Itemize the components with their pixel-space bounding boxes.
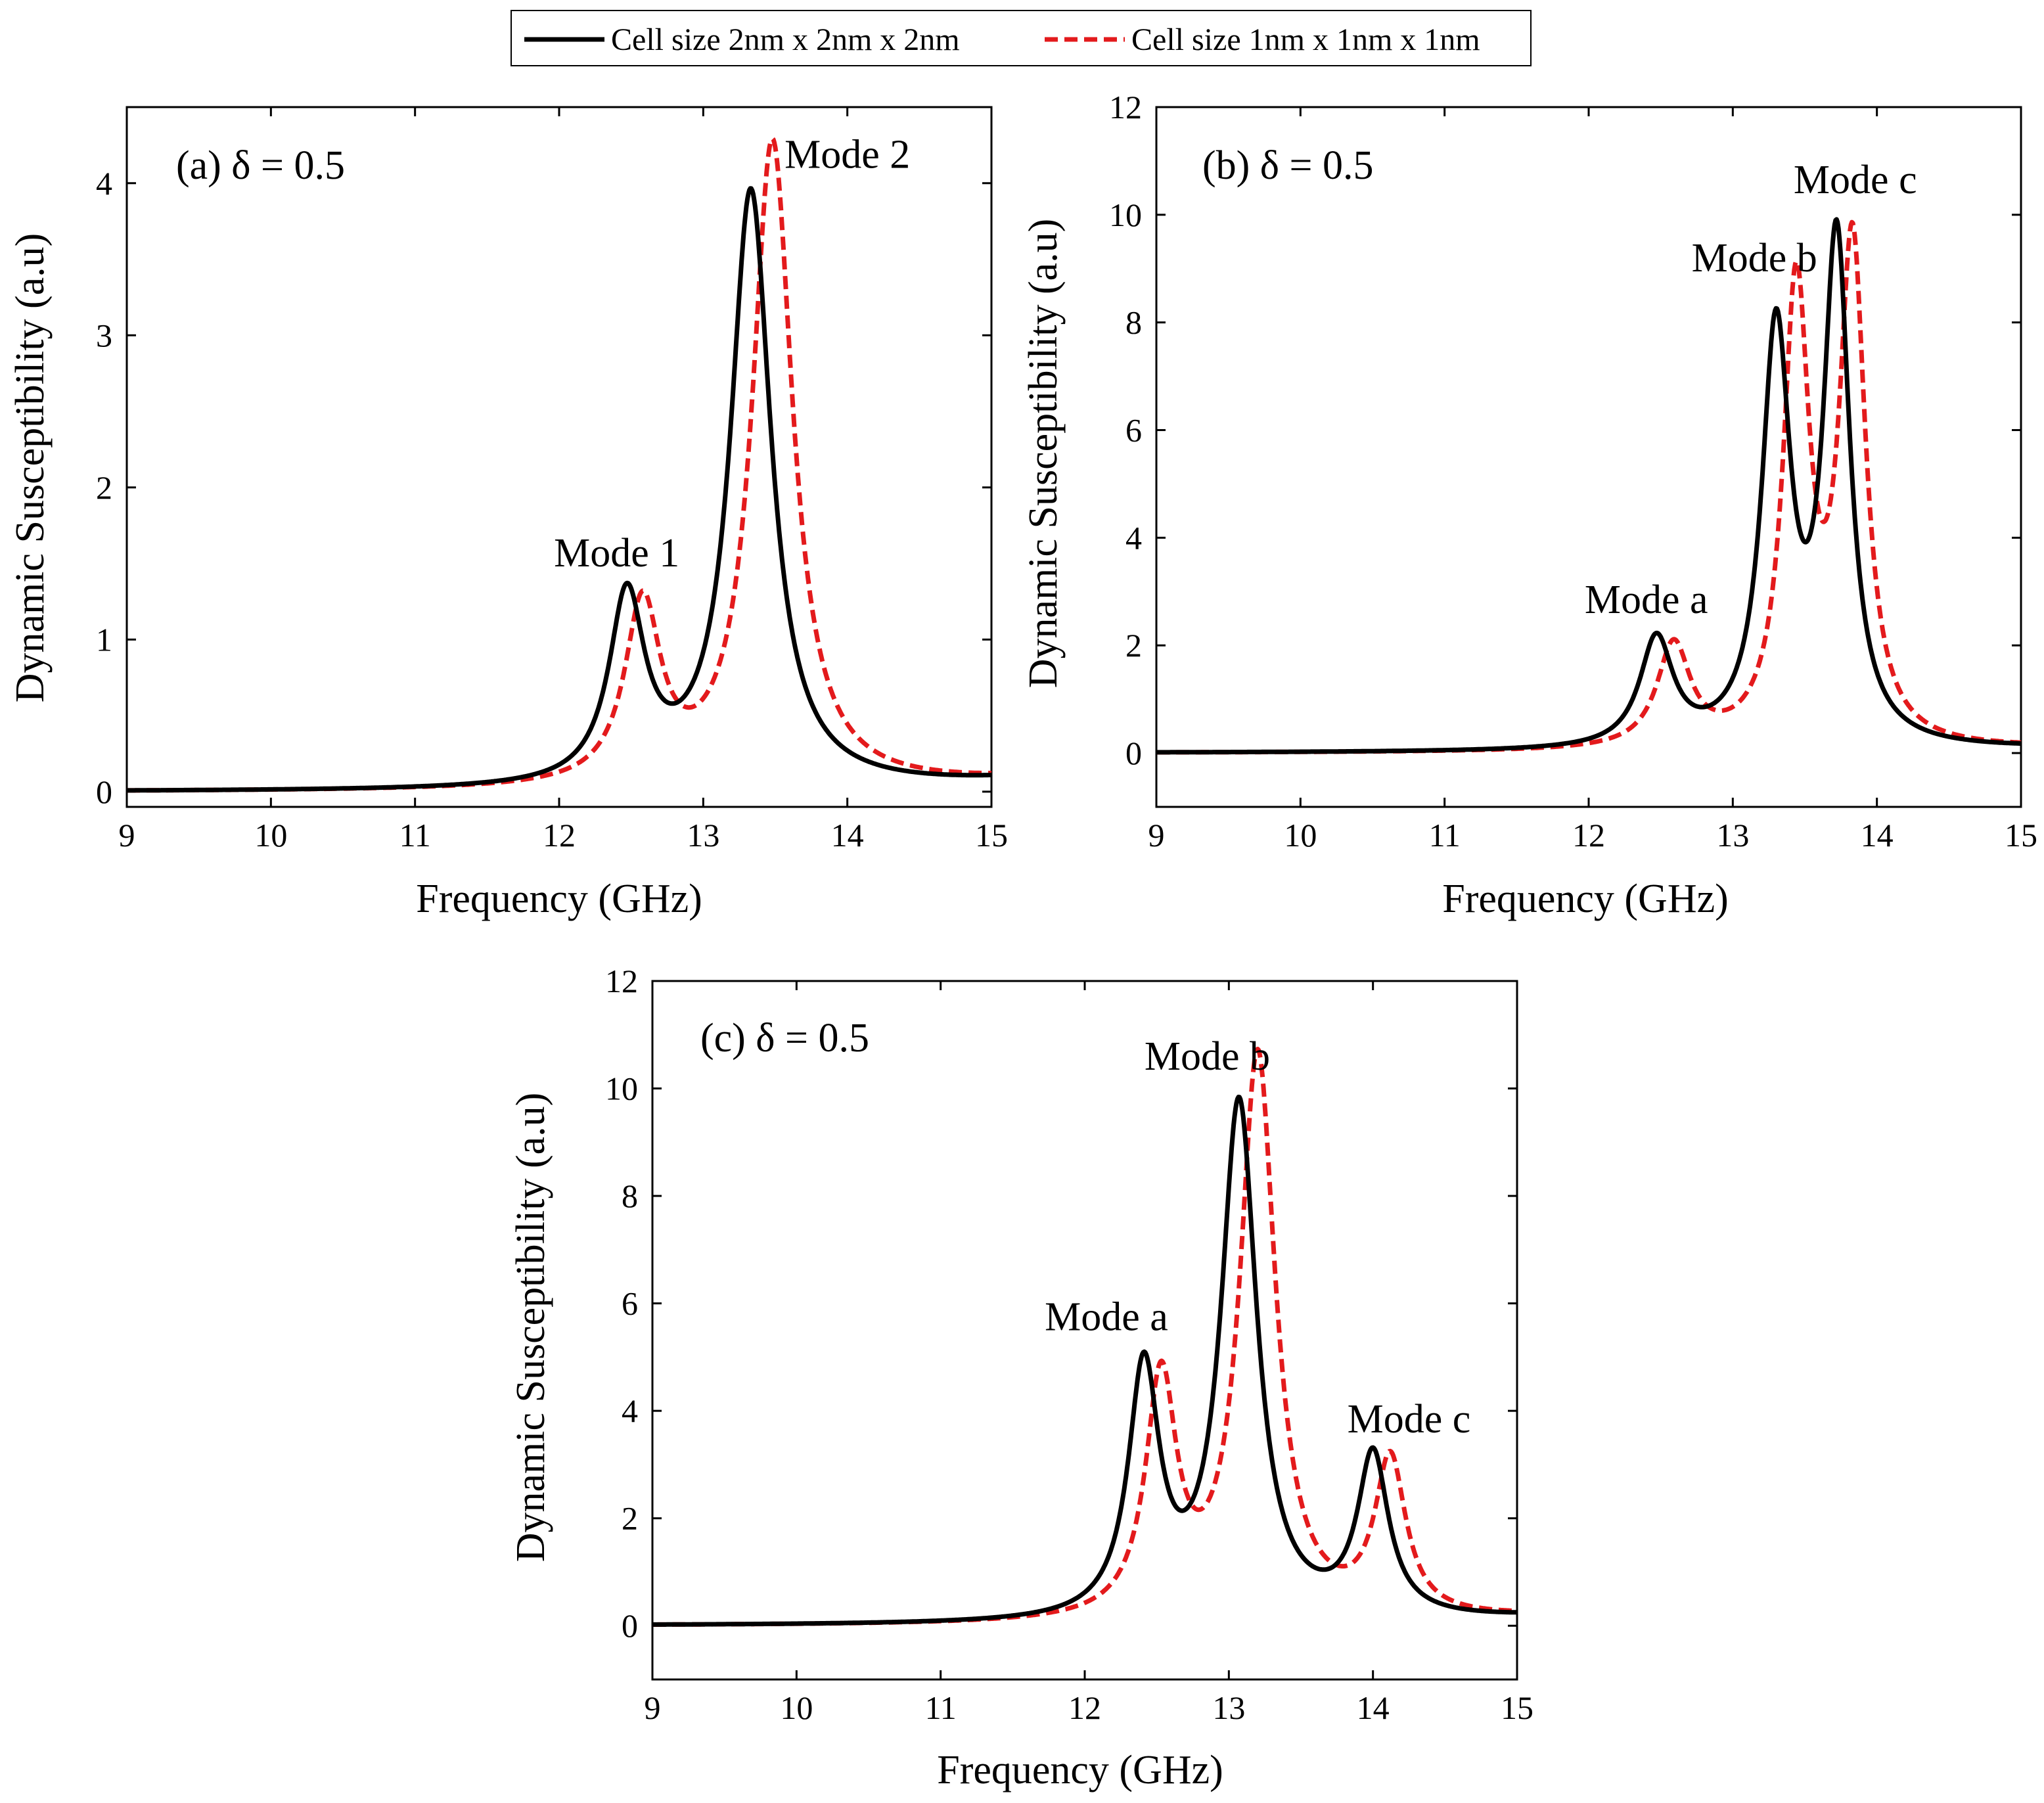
panel-c: Dynamic Susceptibility (a.u) Frequency (… [509, 963, 1533, 1792]
series-line-1nm [125, 136, 993, 793]
x-tick-label: 14 [1357, 1689, 1390, 1726]
annotation-mode-c: Mode c [1348, 1397, 1471, 1442]
panel-c-plot-area [651, 980, 1518, 1681]
y-tick-label: 0 [96, 773, 112, 810]
x-tick-label: 15 [1501, 1689, 1533, 1726]
y-tick-label: 6 [1125, 412, 1142, 449]
panel-b: Dynamic Susceptibility (a.u) Frequency (… [1021, 89, 2037, 921]
y-tick-label: 1 [96, 621, 112, 658]
y-tick-label: 12 [605, 963, 638, 999]
series-line-1nm [1155, 219, 2022, 755]
legend: Cell size 2nm x 2nm x 2nm Cell size 1nm … [511, 10, 1532, 66]
y-tick-label: 8 [1125, 304, 1142, 341]
series-line-2nm [125, 186, 993, 793]
panel-a-plot-area [125, 106, 993, 808]
y-tick-label: 0 [1125, 735, 1142, 771]
panel-b-ylabel: Dynamic Susceptibility (a.u) [1021, 219, 1066, 689]
panel-a-ylabel: Dynamic Susceptibility (a.u) [8, 233, 53, 703]
panel-a-title: (a) δ = 0.5 [176, 143, 345, 188]
x-tick-label: 10 [254, 817, 287, 854]
x-tick-label: 10 [1284, 817, 1317, 854]
annotation-mode-b: Mode b [1145, 1034, 1270, 1079]
y-tick-label: 8 [622, 1177, 638, 1214]
panel-a-xlabel: Frequency (GHz) [416, 877, 702, 921]
y-tick-label: 2 [96, 469, 112, 506]
panel-a-frame [125, 106, 993, 808]
annotation-mode-a: Mode a [1045, 1295, 1168, 1340]
panel-c-ylabel: Dynamic Susceptibility (a.u) [509, 1093, 553, 1563]
x-tick-label: 13 [1212, 1689, 1245, 1726]
legend-box [511, 10, 1532, 66]
panel-c-title: (c) δ = 0.5 [700, 1016, 869, 1061]
y-tick-label: 6 [622, 1285, 638, 1322]
legend-label-solid: Cell size 2nm x 2nm x 2nm [611, 22, 960, 57]
panel-b-xlabel: Frequency (GHz) [1442, 877, 1729, 921]
panel-a: Dynamic Susceptibility (a.u) Frequency (… [8, 106, 1008, 921]
x-tick-label: 9 [1148, 817, 1165, 854]
x-tick-label: 9 [645, 1689, 661, 1726]
x-tick-label: 10 [780, 1689, 813, 1726]
x-tick-label: 11 [399, 817, 431, 854]
x-tick-label: 12 [1572, 817, 1605, 854]
annotation-mode-b: Mode b [1692, 236, 1817, 281]
panel-c-xlabel: Frequency (GHz) [937, 1748, 1223, 1792]
x-tick-label: 11 [1429, 817, 1461, 854]
x-tick-label: 12 [1068, 1689, 1101, 1726]
y-tick-label: 3 [96, 317, 112, 354]
y-tick-label: 10 [1109, 196, 1142, 233]
annotation-mode-1: Mode 1 [554, 531, 679, 576]
y-tick-label: 0 [622, 1607, 638, 1644]
x-tick-label: 12 [543, 817, 576, 854]
x-tick-label: 13 [687, 817, 719, 854]
x-tick-label: 15 [2005, 817, 2037, 854]
x-tick-label: 14 [831, 817, 864, 854]
y-tick-label: 4 [96, 165, 112, 202]
series-line-2nm [1155, 217, 2022, 755]
y-tick-label: 2 [622, 1500, 638, 1537]
annotation-mode-a: Mode a [1585, 578, 1708, 622]
series-line-2nm [651, 1095, 1518, 1627]
legend-label-dashed: Cell size 1nm x 1nm x 1nm [1131, 22, 1480, 57]
y-tick-label: 4 [1125, 519, 1142, 556]
y-tick-label: 12 [1109, 89, 1142, 126]
annotation-mode-2: Mode 2 [784, 133, 910, 177]
y-tick-label: 10 [605, 1070, 638, 1107]
x-tick-label: 11 [925, 1689, 957, 1726]
y-tick-label: 4 [622, 1392, 638, 1429]
x-tick-label: 9 [119, 817, 135, 854]
panel-b-title: (b) δ = 0.5 [1202, 143, 1373, 188]
y-tick-label: 2 [1125, 627, 1142, 664]
x-tick-label: 14 [1861, 817, 1894, 854]
panel-b-plot-area [1155, 106, 2022, 808]
x-tick-label: 13 [1716, 817, 1749, 854]
annotation-mode-c: Mode c [1794, 158, 1917, 202]
x-tick-label: 15 [975, 817, 1008, 854]
